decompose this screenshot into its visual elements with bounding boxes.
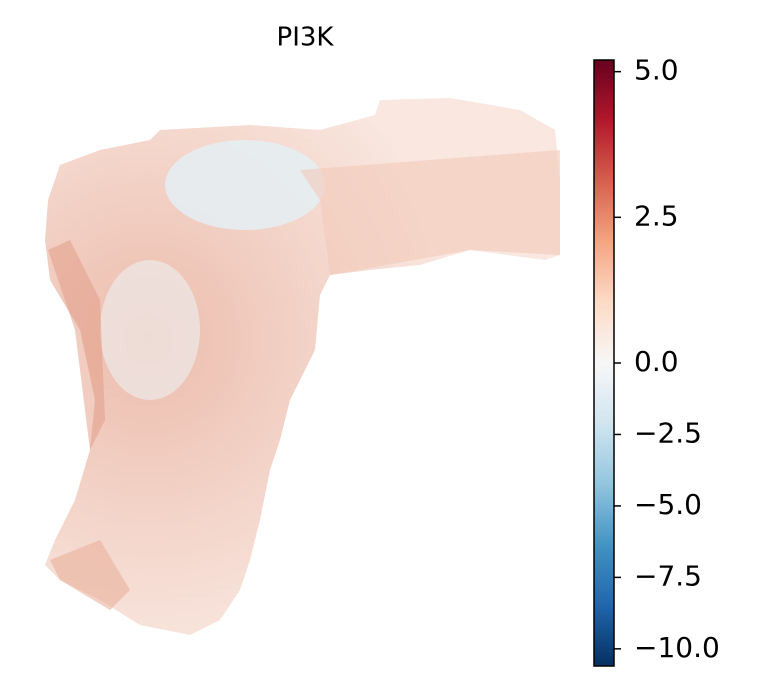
colorbar-tick-label: 5.0 (634, 54, 679, 87)
colorbar-tick-label: 0.0 (634, 345, 679, 378)
chart-title: PI3K (277, 23, 335, 53)
tissue (45, 98, 560, 635)
colorbar-tick-label: −10.0 (634, 631, 720, 664)
colorbar-tick-label: −5.0 (634, 488, 702, 521)
colorbar-tick-label: −2.5 (634, 416, 702, 449)
colorbar-tick-label: 2.5 (634, 199, 679, 232)
colorbar-tick-label: −7.5 (634, 559, 702, 592)
colorbar (593, 59, 615, 667)
